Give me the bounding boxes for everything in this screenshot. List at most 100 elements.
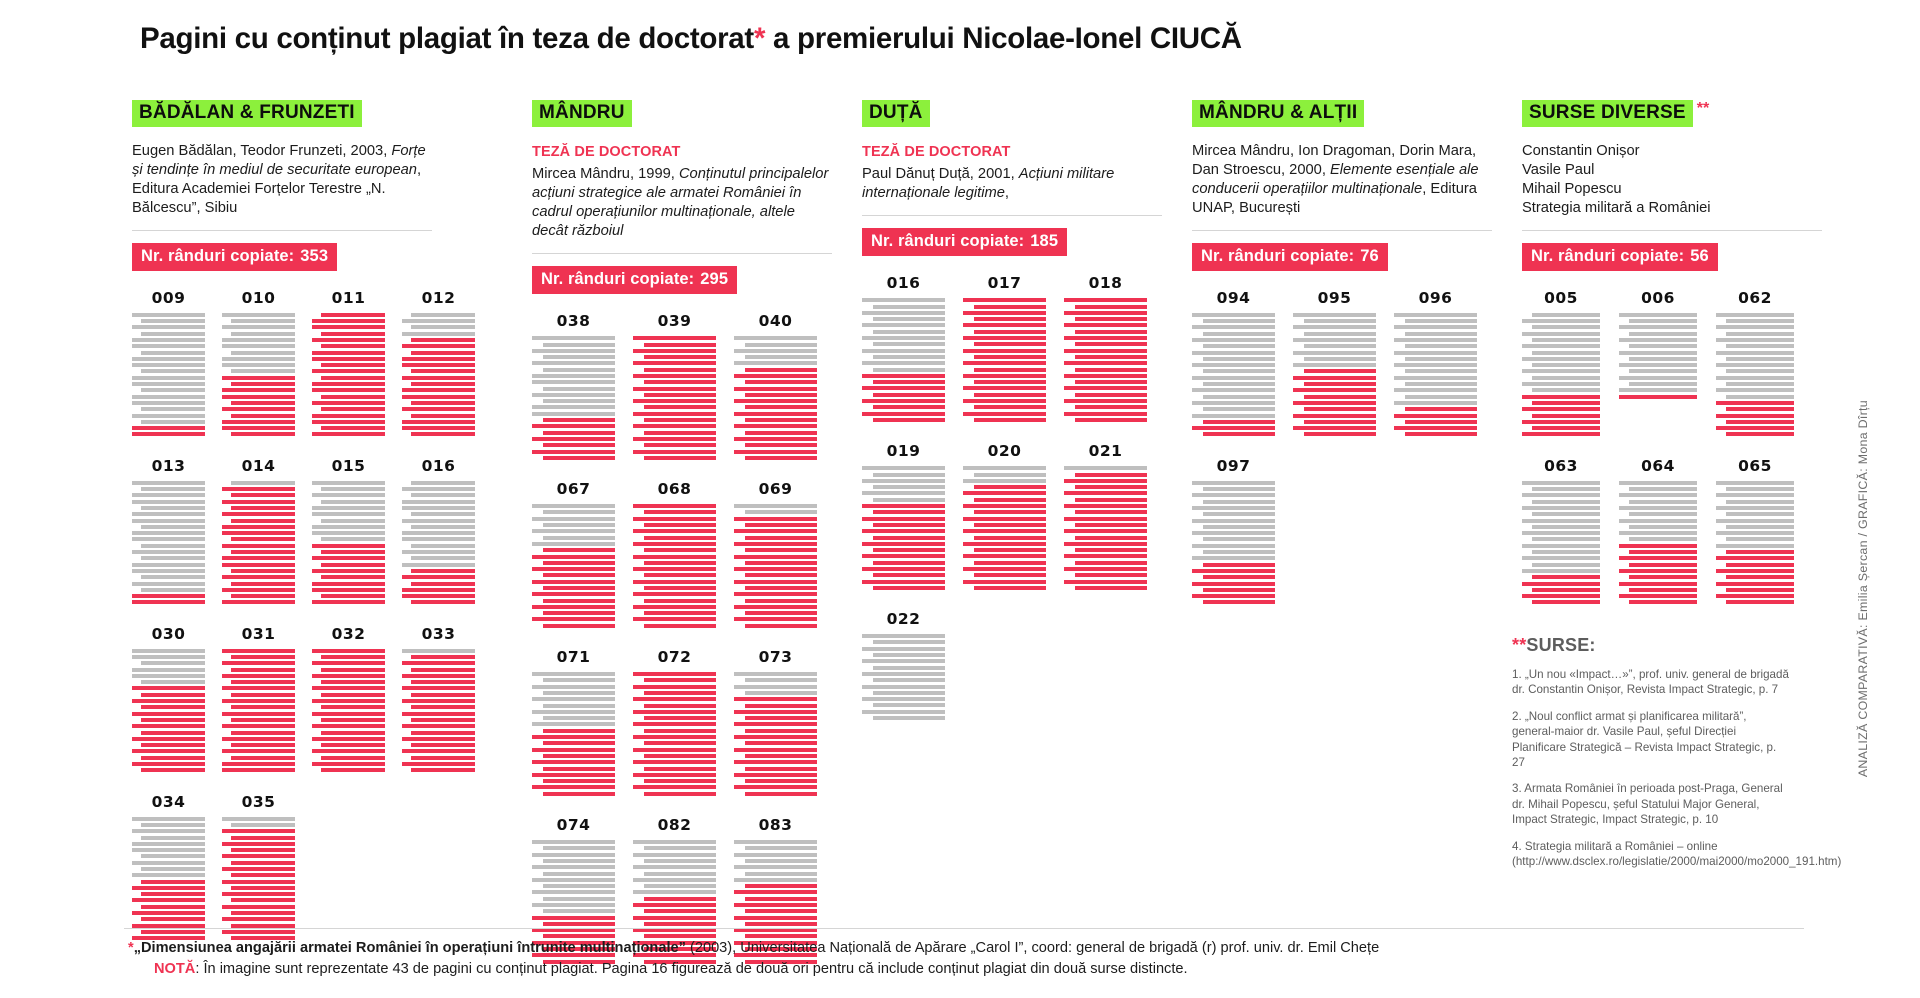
page-thumbnail[interactable]: 022 <box>862 610 945 722</box>
plagiarized-line <box>312 413 385 418</box>
page-thumbnail[interactable]: 035 <box>222 793 295 943</box>
page-thumbnail[interactable]: 074 <box>532 816 615 966</box>
original-line <box>1522 319 1600 324</box>
plagiarized-line <box>745 611 817 616</box>
page-thumbnail[interactable]: 038 <box>532 312 615 462</box>
page-number-label: 069 <box>758 480 793 499</box>
page-thumbnail[interactable]: 006 <box>1619 289 1697 439</box>
page-grid: 038 039 040 067 068 069 071 072 073 074 082 083 <box>532 312 835 984</box>
plagiarized-line <box>745 703 817 708</box>
page-lines <box>1394 312 1477 437</box>
original-line <box>532 380 615 385</box>
original-line <box>543 386 615 391</box>
page-thumbnail[interactable]: 019 <box>862 442 945 592</box>
page-thumbnail[interactable]: 067 <box>532 480 615 630</box>
original-line <box>1394 388 1477 393</box>
plagiarized-line <box>532 928 615 933</box>
page-thumbnail[interactable]: 030 <box>132 625 205 775</box>
plagiarized-line <box>1629 600 1697 605</box>
page-thumbnail[interactable]: 013 <box>132 457 205 607</box>
page-thumbnail[interactable]: 033 <box>402 625 475 775</box>
page-thumbnail[interactable]: 073 <box>734 648 817 798</box>
plagiarized-line <box>963 399 1046 404</box>
original-line <box>1532 338 1600 342</box>
plagiarized-line <box>644 791 716 796</box>
page-thumbnail[interactable]: 068 <box>633 480 716 630</box>
plagiarized-line <box>873 535 945 540</box>
page-thumbnail[interactable]: 064 <box>1619 457 1697 607</box>
page-thumbnail[interactable]: 039 <box>633 312 716 462</box>
plagiarized-line <box>862 399 945 404</box>
page-thumbnail[interactable]: 017 <box>963 274 1046 424</box>
plagiarized-line <box>312 319 385 324</box>
page-number-label: 031 <box>241 624 276 643</box>
page-thumbnail[interactable]: 094 <box>1192 289 1275 439</box>
plagiarized-line <box>321 667 385 672</box>
original-line <box>532 709 615 714</box>
original-line <box>1192 312 1275 317</box>
original-line <box>132 400 205 405</box>
plagiarized-line <box>1293 388 1376 393</box>
plagiarized-line <box>1293 400 1376 405</box>
original-line <box>132 654 205 659</box>
page-thumbnail[interactable]: 005 <box>1522 289 1600 439</box>
original-line <box>633 865 716 870</box>
original-line <box>1192 400 1275 405</box>
page-thumbnail[interactable]: 063 <box>1522 457 1600 607</box>
original-line <box>1405 319 1477 324</box>
page-thumbnail[interactable]: 095 <box>1293 289 1376 439</box>
plagiarized-line <box>1203 432 1275 437</box>
page-thumbnail[interactable]: 010 <box>222 289 295 439</box>
page-lines <box>1064 298 1147 422</box>
page-thumbnail[interactable]: 096 <box>1394 289 1477 439</box>
page-thumbnail[interactable]: 020 <box>963 442 1046 592</box>
plagiarized-line <box>1203 600 1275 605</box>
original-line <box>745 510 817 515</box>
original-line <box>132 325 205 330</box>
plagiarized-line <box>974 405 1046 410</box>
page-thumbnail[interactable]: 021 <box>1064 442 1147 592</box>
page-thumbnail[interactable]: 040 <box>734 312 817 462</box>
original-line <box>141 854 205 859</box>
plagiarized-line <box>231 717 295 722</box>
original-line <box>1522 556 1600 561</box>
page-thumbnail[interactable]: 082 <box>633 816 716 966</box>
page-thumbnail[interactable]: 083 <box>734 816 817 966</box>
page-thumbnail[interactable]: 097 <box>1192 457 1275 607</box>
page-thumbnail[interactable]: 062 <box>1716 289 1794 439</box>
page-thumbnail[interactable]: 012 <box>402 289 475 439</box>
plagiarized-line <box>1075 510 1147 515</box>
page-thumbnail[interactable]: 032 <box>312 625 385 775</box>
page-thumbnail[interactable]: 065 <box>1716 457 1794 607</box>
plagiarized-line <box>543 586 615 590</box>
original-line <box>132 531 205 536</box>
plagiarized-line <box>231 432 295 437</box>
page-thumbnail[interactable]: 031 <box>222 625 295 775</box>
plagiarized-line <box>231 550 295 555</box>
page-thumbnail[interactable]: 071 <box>532 648 615 798</box>
original-line <box>1716 480 1794 485</box>
page-thumbnail[interactable]: 014 <box>222 457 295 607</box>
page-thumbnail[interactable]: 011 <box>312 289 385 439</box>
page-grid: 094 095 096 097 <box>1192 289 1495 625</box>
plagiarized-line <box>734 386 817 391</box>
original-line <box>1203 537 1275 542</box>
original-line <box>1532 388 1600 393</box>
original-line <box>862 684 945 689</box>
plagiarized-line <box>1064 373 1147 378</box>
page-thumbnail[interactable]: 016 <box>862 274 945 424</box>
plagiarized-line <box>963 541 1046 546</box>
page-thumbnail[interactable]: 034 <box>132 793 205 943</box>
page-thumbnail[interactable]: 072 <box>633 648 716 798</box>
surse-item[interactable]: 4. Strategia militară a României – onlin… <box>1512 839 1842 869</box>
original-line <box>543 678 615 683</box>
page-thumbnail[interactable]: 016 <box>402 457 475 607</box>
plagiarized-line <box>1192 568 1275 573</box>
page-thumbnail[interactable]: 015 <box>312 457 385 607</box>
page-thumbnail[interactable]: 009 <box>132 289 205 439</box>
page-thumbnail[interactable]: 069 <box>734 480 817 630</box>
page-number-label: 064 <box>1641 456 1675 475</box>
page-thumbnail[interactable]: 018 <box>1064 274 1147 424</box>
original-line <box>1394 400 1477 405</box>
